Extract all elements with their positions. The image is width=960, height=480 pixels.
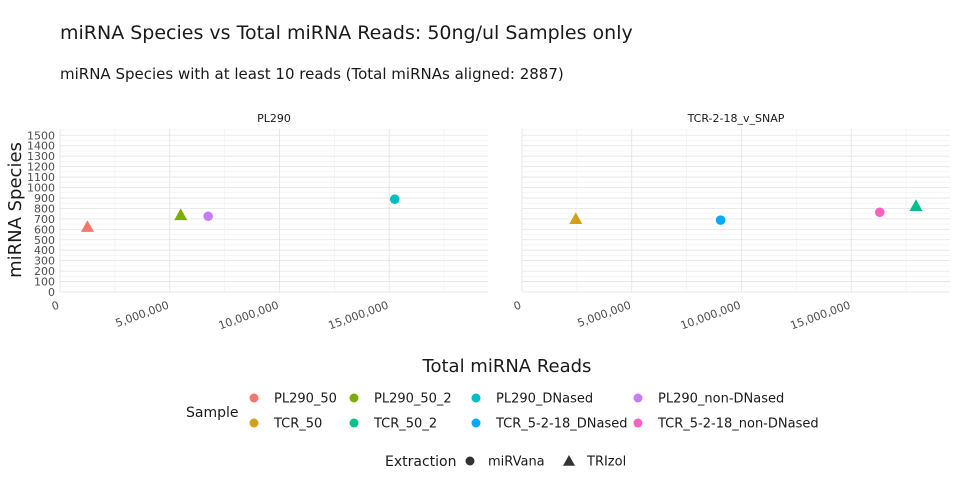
x-tick-label: 0: [50, 299, 61, 314]
legend-title-sample: Sample: [186, 405, 239, 421]
data-point-pl290-50-2: [174, 208, 188, 221]
y-tick-label: 1400: [27, 140, 55, 153]
y-tick-label: 500: [34, 234, 55, 247]
y-tick-label: 300: [34, 255, 55, 268]
legend-item-pl290-50-key: [249, 393, 259, 403]
data-point-tcr-5-2-18-dnased: [715, 215, 726, 225]
legend-item-mirvana-label: miRVana: [488, 455, 545, 470]
data-point-pl290-non-dnased: [203, 211, 213, 222]
data-point-tcr-50: [569, 212, 583, 225]
x-tick-label: 5,000,000: [576, 299, 633, 330]
x-tick-label: 10,000,000: [679, 299, 743, 333]
legend-item-pl290-50-label: PL290_50: [274, 392, 337, 407]
y-tick-label: 800: [34, 202, 55, 215]
y-tick-label: 1000: [27, 182, 55, 195]
y-tick-label: 700: [34, 213, 55, 226]
y-tick-label: 1500: [27, 129, 55, 142]
x-tick-label: 0: [512, 299, 523, 314]
chart-subtitle: miRNA Species with at least 10 reads (To…: [60, 65, 564, 83]
legend-item-pl290-dnased-label: PL290_DNased: [496, 392, 593, 407]
legend-item-tcr-5-2-18-non-dnased-key: [633, 418, 643, 428]
legend-item-tcr-5-2-18-dnased-label: TCR_5-2-18_DNased: [495, 417, 627, 432]
chart-title: miRNA Species vs Total miRNA Reads: 50ng…: [60, 22, 633, 44]
y-tick-label: 1100: [27, 171, 55, 184]
legend-item-pl290-dnased-key: [471, 393, 481, 403]
y-tick-label: 0: [48, 286, 55, 299]
y-tick-label: 1300: [27, 150, 55, 163]
panel-title-tcr-2-18-v-snap: TCR-2-18_v_SNAP: [687, 112, 785, 125]
legend-item-tcr-5-2-18-non-dnased-label: TCR_5-2-18_non-DNased: [657, 417, 819, 432]
y-tick-label: 400: [34, 244, 55, 257]
legend-item-tcr-50-key: [249, 418, 259, 428]
legend-item-tcr-50-label: TCR_50: [273, 417, 322, 432]
y-tick-label: 600: [34, 223, 55, 236]
legend-item-pl290-non-dnased-label: PL290_non-DNased: [658, 392, 784, 407]
data-point-pl290-dnased: [389, 194, 400, 205]
y-tick-label: 100: [34, 276, 55, 289]
panel-title-pl290: PL290: [257, 112, 291, 125]
y-tick-label: 900: [34, 192, 55, 205]
legend-item-trizol-key: [563, 455, 575, 466]
data-point-tcr-5-2-18-non-dnased: [874, 207, 885, 218]
legend-item-tcr-50-2-label: TCR_50_2: [373, 417, 437, 432]
legend-item-trizol-label: TRIzol: [586, 455, 626, 470]
x-tick-label: 5,000,000: [114, 299, 171, 330]
y-axis-title: miRNA Species: [5, 142, 26, 278]
x-tick-label: 15,000,000: [327, 299, 391, 333]
legend-item-pl290-50-2-label: PL290_50_2: [374, 392, 452, 407]
legend-item-mirvana-key: [465, 456, 475, 466]
legend-item-pl290-non-dnased-key: [633, 393, 643, 403]
legend-title-extraction: Extraction: [385, 454, 456, 470]
data-point-tcr-50-2: [909, 199, 923, 211]
x-axis-title: Total miRNA Reads: [422, 356, 592, 377]
legend-item-tcr-5-2-18-dnased-key: [471, 418, 481, 428]
y-tick-label: 1200: [27, 161, 55, 174]
x-tick-label: 10,000,000: [217, 299, 281, 333]
y-tick-label: 200: [34, 265, 55, 278]
legend-item-pl290-50-2-key: [349, 393, 359, 403]
x-tick-label: 15,000,000: [789, 299, 853, 333]
data-point-pl290-50: [80, 220, 94, 232]
legend-item-tcr-50-2-key: [349, 418, 359, 428]
